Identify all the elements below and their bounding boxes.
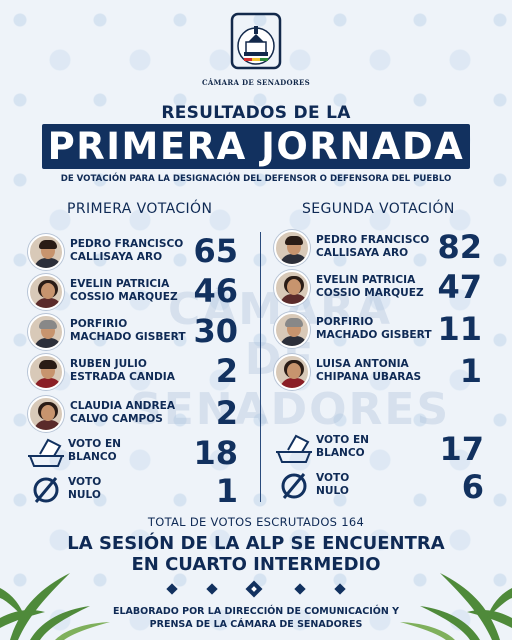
null-symbol-icon xyxy=(281,473,307,499)
null-vote-label: VOTO NULO xyxy=(68,476,102,501)
vote-count: 46 xyxy=(193,272,238,310)
vote-count: 2 xyxy=(215,352,238,390)
ballot-box-icon xyxy=(276,434,312,463)
title-line1: RESULTADOS DE LA xyxy=(161,103,351,123)
null-vote-row: VOTO NULO 6 xyxy=(274,468,486,508)
candidate-name: CLAUDIA ANDREA CALVO CAMPOS xyxy=(70,400,176,425)
avatar xyxy=(28,274,64,310)
avatar xyxy=(28,234,64,270)
avatar xyxy=(28,314,64,350)
blank-vote-row: VOTO EN BLANCO 17 xyxy=(274,430,486,470)
page-title: PRIMERA JORNADA xyxy=(47,125,465,168)
avatar xyxy=(274,230,310,266)
list-item: PEDRO FRANCISCO CALLISAYA ARO 65 xyxy=(28,232,238,272)
vote-count: 30 xyxy=(193,312,238,350)
blank-vote-row: VOTO EN BLANCO 18 xyxy=(26,434,238,474)
avatar xyxy=(274,270,310,306)
leaf-decoration-right xyxy=(400,573,512,640)
null-symbol-icon xyxy=(33,477,59,503)
vote-count: 18 xyxy=(193,434,238,472)
vote-count: 1 xyxy=(215,472,238,510)
vote-count: 1 xyxy=(459,352,482,390)
list-item: CLAUDIA ANDREA CALVO CAMPOS 2 xyxy=(28,394,238,434)
ballot-box-icon xyxy=(28,438,64,467)
null-vote-label: VOTO NULO xyxy=(316,472,350,497)
avatar xyxy=(274,312,310,348)
second-vote-heading: SEGUNDA VOTACIÓN xyxy=(302,201,455,217)
list-item: LUISA ANTONIA CHIPANA UBARAS 1 xyxy=(274,352,486,392)
vote-count: 2 xyxy=(215,394,238,432)
first-vote-heading: PRIMERA VOTACIÓN xyxy=(67,201,213,217)
avatar xyxy=(28,354,64,390)
list-item: RUBEN JULIO ESTRADA CANDIA 2 xyxy=(28,352,238,392)
session-notice: LA SESIÓN DE LA ALP SE ENCUENTRA EN CUAR… xyxy=(67,533,445,575)
title-banner: PRIMERA JORNADA xyxy=(42,124,470,169)
senate-logo-icon xyxy=(230,12,282,70)
vote-count: 47 xyxy=(437,268,482,306)
list-item: PORFIRIO MACHADO GISBERT 11 xyxy=(274,310,486,350)
ornament-divider xyxy=(166,580,346,598)
null-vote-row: VOTO NULO 1 xyxy=(26,472,238,512)
list-item: PORFIRIO MACHADO GISBERT 30 xyxy=(28,312,238,352)
avatar xyxy=(274,354,310,390)
candidate-name: RUBEN JULIO ESTRADA CANDIA xyxy=(70,358,175,383)
vote-count: 17 xyxy=(439,430,484,468)
candidate-name: PORFIRIO MACHADO GISBERT xyxy=(70,318,186,343)
vote-count: 6 xyxy=(461,468,484,506)
leaf-decoration-left xyxy=(0,573,110,640)
total-votes: TOTAL DE VOTOS ESCRUTADOS 164 xyxy=(147,515,365,529)
column-divider xyxy=(260,232,261,502)
candidate-name: PORFIRIO MACHADO GISBERT xyxy=(316,316,432,341)
list-item: EVELIN PATRICIA COSSIO MARQUEZ 47 xyxy=(274,268,486,308)
subtitle: DE VOTACIÓN PARA LA DESIGNACIÓN DEL DEFE… xyxy=(60,174,452,184)
candidate-name: PEDRO FRANCISCO CALLISAYA ARO xyxy=(316,234,430,259)
blank-vote-label: VOTO EN BLANCO xyxy=(316,434,370,459)
candidate-name: LUISA ANTONIA CHIPANA UBARAS xyxy=(316,358,422,383)
logo-caption: CÁMARA DE SENADORES xyxy=(201,78,310,87)
list-item: PEDRO FRANCISCO CALLISAYA ARO 82 xyxy=(274,228,486,268)
vote-count: 82 xyxy=(437,228,482,266)
vote-count: 11 xyxy=(437,310,482,348)
candidate-name: PEDRO FRANCISCO CALLISAYA ARO xyxy=(70,238,184,263)
avatar xyxy=(28,396,64,432)
list-item: EVELIN PATRICIA COSSIO MARQUEZ 46 xyxy=(28,272,238,312)
candidate-name: EVELIN PATRICIA COSSIO MARQUEZ xyxy=(70,278,178,303)
blank-vote-label: VOTO EN BLANCO xyxy=(68,438,122,463)
footer-credit: ELABORADO POR LA DIRECCIÓN DE COMUNICACI… xyxy=(113,606,399,630)
vote-count: 65 xyxy=(193,232,238,270)
candidate-name: EVELIN PATRICIA COSSIO MARQUEZ xyxy=(316,274,424,299)
